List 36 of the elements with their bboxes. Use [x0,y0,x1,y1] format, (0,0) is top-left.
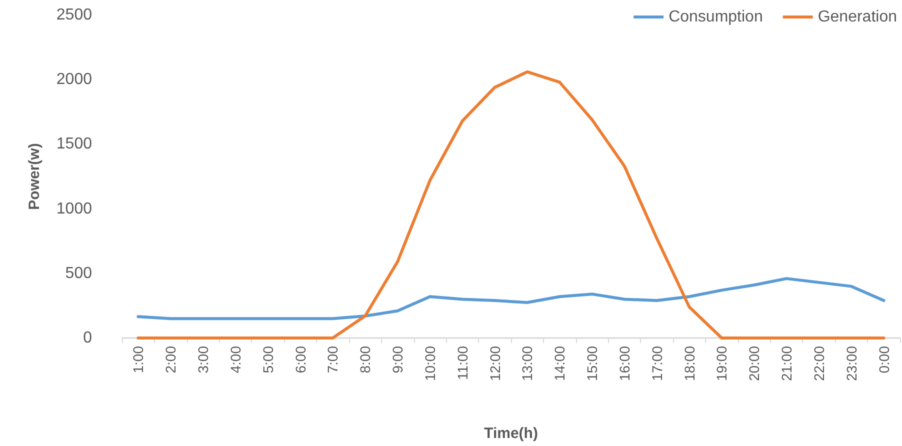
x-tick-label: 3:00 [195,346,212,374]
legend-label: Consumption [668,8,763,26]
x-tick-label: 0:00 [876,346,892,374]
x-tick-label: 22:00 [810,346,827,382]
line-series [136,70,886,340]
x-tick-label: 4:00 [227,346,244,374]
y-tick-label: 2000 [56,71,92,88]
x-axis-title: Time(h) [484,425,538,442]
y-tick-label: 500 [65,264,92,282]
line-series [136,277,886,320]
x-tick-label: 1:00 [130,346,146,374]
x-tick-label: 16:00 [616,346,632,382]
y-tick-label: 0 [83,330,92,346]
x-tick-label: 15:00 [584,346,600,382]
x-tick-label: 17:00 [648,346,665,382]
x-tick-label: 19:00 [714,346,730,382]
y-axis-title: Power(w) [26,143,43,210]
x-tick-label: 10:00 [422,346,438,382]
x-tick-label: 20:00 [746,346,762,382]
y-tick-label: 2500 [56,6,92,24]
x-tick-label: 9:00 [390,346,406,374]
x-tick-label: 23:00 [843,346,860,382]
y-tick-label: 1500 [56,136,92,153]
y-tick-label: 1000 [56,200,92,218]
x-tick-label: 21:00 [778,346,795,382]
x-tick-label: 8:00 [357,346,374,374]
x-tick-label: 12:00 [486,346,503,382]
x-tick-label: 14:00 [552,346,568,382]
x-tick-label: 11:00 [454,346,470,380]
x-tick-label: 7:00 [324,346,341,374]
x-tick-label: 6:00 [292,346,308,374]
x-tick-label: 18:00 [681,346,698,382]
legend-label: Generation [818,8,898,26]
x-tick-label: 13:00 [519,346,536,382]
x-tick-label: 5:00 [260,346,276,374]
x-tick-label: 2:00 [162,346,179,374]
